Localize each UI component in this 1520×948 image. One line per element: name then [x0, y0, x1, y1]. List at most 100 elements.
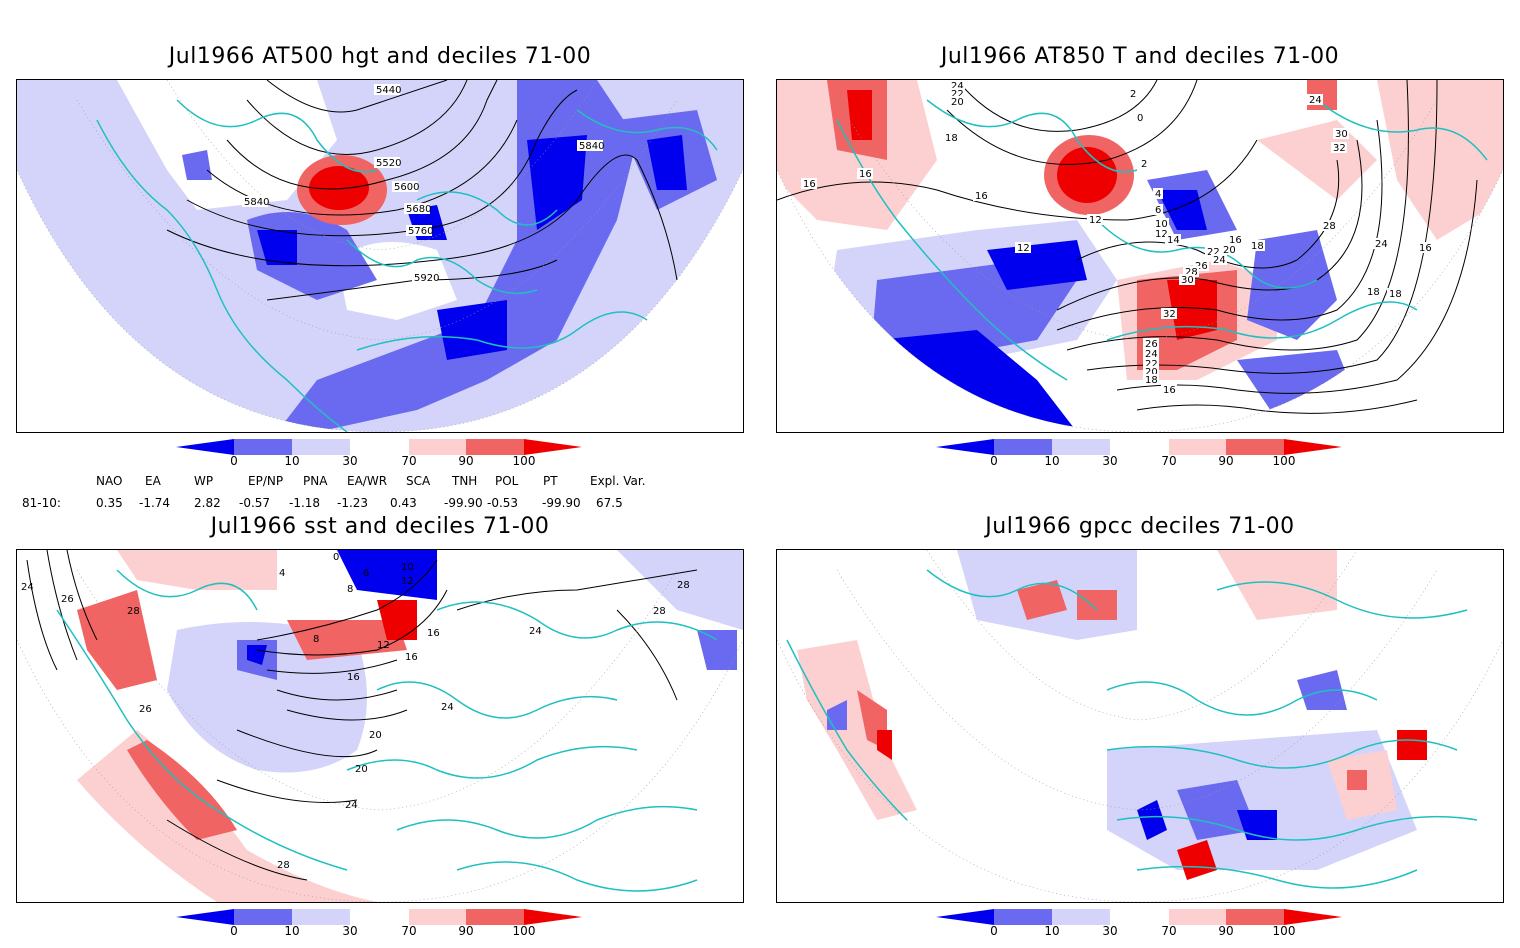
contour-label: 24	[951, 81, 964, 92]
colorbar-swatch	[176, 439, 234, 455]
panel-title-tr: Jul1966 AT850 T and deciles 71-00	[940, 44, 1340, 69]
index-value: 2.82	[194, 496, 221, 510]
contour-label: 16	[859, 169, 872, 180]
colorbar-swatch	[1052, 909, 1110, 925]
map-500hgt-canvas: 5440 5520 5600 5680 5760 5840 5840 5920	[17, 80, 743, 432]
contour-label: 10	[401, 562, 414, 573]
panel-title-br: Jul1966 gpcc deciles 71-00	[985, 514, 1295, 539]
contour-label: 5600	[394, 182, 419, 193]
colorbar-swatch	[350, 909, 409, 925]
contour-label: 18	[1389, 289, 1402, 300]
contour-label: 16	[803, 179, 816, 190]
colorbar-swatch	[524, 909, 582, 925]
index-value: 67.5	[596, 496, 623, 510]
index-value: 0.35	[96, 496, 123, 510]
contour-label: 8	[313, 634, 319, 645]
colorbar-tick-label: 10	[1044, 924, 1060, 938]
colorbar-swatches	[176, 909, 582, 925]
index-header: EP/NP	[248, 474, 284, 488]
colorbar-tick-label: 100	[512, 454, 536, 468]
index-header: POL	[495, 474, 519, 488]
precip-deciles	[797, 550, 1427, 880]
colorbar-swatch	[176, 909, 234, 925]
contour-label: 22	[1207, 247, 1220, 258]
contour-label: 16	[1163, 385, 1176, 396]
colorbar-swatch	[409, 439, 466, 455]
colorbar-tick-label: 0	[230, 924, 238, 938]
map-panel-850t: 24 22 20 2 0 18 16 16 16 12 12 2 4 6 10 …	[776, 79, 1504, 433]
colorbar-tick-label: 30	[342, 454, 358, 468]
colorbar-tick-label: 70	[1161, 924, 1177, 938]
colorbar-swatch	[1169, 909, 1226, 925]
contour-label: 8	[347, 584, 353, 595]
contour-label: 0	[1137, 113, 1143, 124]
contour-label: 18	[1145, 375, 1158, 386]
contour-label: 5680	[406, 204, 431, 215]
index-value: -1.74	[139, 496, 171, 510]
contour-label: 26	[1145, 339, 1158, 350]
map-gpcc-canvas	[777, 550, 1503, 902]
map-panel-sst: 24 26 28 0 4 6 8 10 12 8 12 16 16 16 20 …	[16, 549, 744, 903]
colorbar-swatch	[234, 439, 292, 455]
contour-label: 6	[1155, 205, 1161, 216]
contour-label: 24	[345, 800, 358, 811]
colorbar-tick-label: 30	[1102, 454, 1118, 468]
contour-label: 5440	[376, 85, 401, 96]
contour-label: 20	[369, 730, 382, 741]
colorbar-swatch	[936, 439, 994, 455]
colorbar-swatch	[409, 909, 466, 925]
index-value: -0.57	[239, 496, 271, 510]
index-header: WP	[194, 474, 214, 488]
contour-label: 12	[1017, 243, 1030, 254]
map-panel-500hgt: 5440 5520 5600 5680 5760 5840 5840 5920	[16, 79, 744, 433]
contour-label: 26	[1195, 261, 1208, 272]
contour-label: 24	[1145, 349, 1158, 360]
colorbar-tick-label: 0	[230, 454, 238, 468]
index-row-label: 81-10:	[22, 496, 61, 510]
colorbar-swatch	[466, 439, 524, 455]
contour-label: 28	[277, 860, 290, 871]
colorbar-swatch	[1226, 909, 1284, 925]
contour-label: 16	[975, 191, 988, 202]
contour-label: 4	[279, 568, 285, 579]
colorbar-tick-label: 90	[458, 924, 474, 938]
contour-label: 24	[1375, 239, 1388, 250]
colorbar-tick-label: 0	[990, 924, 998, 938]
contour-label: 20	[1145, 367, 1158, 378]
coastline-lines	[786, 569, 1478, 889]
colorbar-tick-label: 0	[990, 454, 998, 468]
contour-label: 16	[347, 672, 360, 683]
colorbar-swatch	[1110, 439, 1169, 455]
contour-label: 2	[1130, 89, 1136, 100]
contour-label: 30	[1335, 129, 1348, 140]
colorbar-tick-label: 70	[401, 924, 417, 938]
colorbar-swatch	[1284, 909, 1342, 925]
colorbar-swatch	[292, 439, 350, 455]
contour-label: 12	[1155, 229, 1168, 240]
colorbar-tick-label: 100	[512, 924, 536, 938]
contour-label: 28	[1323, 221, 1336, 232]
colorbar-bl: 0 10 30 70 90 100	[176, 908, 596, 948]
contour-label: 28	[653, 606, 666, 617]
contour-label: 4	[1155, 189, 1161, 200]
index-header: EA/WR	[347, 474, 388, 488]
contour-label: 6	[363, 568, 369, 579]
index-header: EA	[145, 474, 161, 488]
index-value: -99.90	[444, 496, 483, 510]
contour-labels-tl: 5440 5520 5600 5680 5760 5840 5840 5920	[242, 84, 604, 284]
contour-label: 16	[1419, 243, 1432, 254]
colorbar-swatch	[994, 909, 1052, 925]
colorbar-tick-label: 10	[284, 454, 300, 468]
contour-labels-tr: 24 22 20 2 0 18 16 16 16 12 12 2 4 6 10 …	[801, 80, 1433, 396]
colorbar-tick-label: 90	[458, 454, 474, 468]
colorbar-br: 0 10 30 70 90 100	[936, 908, 1356, 948]
contour-label: 14	[1167, 235, 1180, 246]
contour-label: 0	[333, 552, 339, 563]
contour-label: 16	[405, 652, 418, 663]
contour-label: 28	[127, 606, 140, 617]
contour-label: 26	[61, 594, 74, 605]
index-header: Expl. Var.	[590, 474, 646, 488]
index-value: 0.43	[390, 496, 417, 510]
contour-label: 24	[529, 626, 542, 637]
colorbar-swatch	[936, 909, 994, 925]
